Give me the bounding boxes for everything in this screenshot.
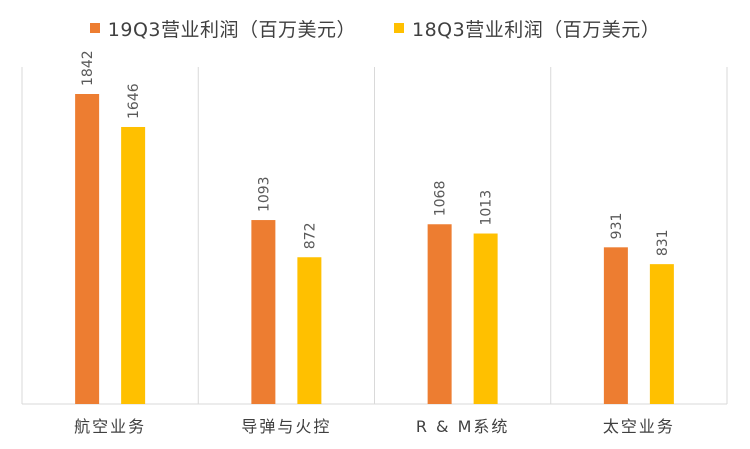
legend-item-19q3: 19Q3营业利润（百万美元）: [89, 15, 356, 42]
bar-18q3: [649, 264, 674, 404]
bar-18q3: [121, 126, 146, 404]
legend-swatch-19q3: [89, 23, 100, 33]
legend-item-18q3: 18Q3营业利润（百万美元）: [394, 15, 660, 42]
data-label-18q3: 831: [655, 229, 671, 256]
data-label-18q3: 872: [302, 223, 318, 250]
data-label-18q3: 1013: [479, 190, 495, 226]
legend: 19Q3营业利润（百万美元） 18Q3营业利润（百万美元）: [0, 13, 750, 43]
data-label-19q3: 931: [609, 213, 625, 240]
bar-18q3: [297, 257, 322, 404]
data-label-19q3: 1842: [80, 50, 96, 86]
bar-19q3: [251, 220, 276, 404]
category-label: 太空业务: [603, 417, 675, 436]
bar-19q3: [427, 224, 452, 404]
bar-18q3: [473, 233, 498, 404]
category-label: 航空业务: [74, 417, 146, 436]
data-label-18q3: 1646: [126, 83, 142, 119]
legend-swatch-18q3: [394, 23, 404, 33]
legend-label-18q3: 18Q3营业利润（百万美元）: [412, 18, 661, 41]
data-label-19q3: 1068: [433, 181, 449, 217]
legend-label-19q3: 19Q3营业利润（百万美元）: [107, 18, 356, 41]
category-label: 导弹与火控: [241, 417, 331, 436]
category-label: R & M系统: [416, 417, 510, 436]
data-label-19q3: 1093: [256, 176, 272, 212]
bar-19q3: [603, 247, 628, 404]
bar-19q3: [75, 94, 100, 404]
